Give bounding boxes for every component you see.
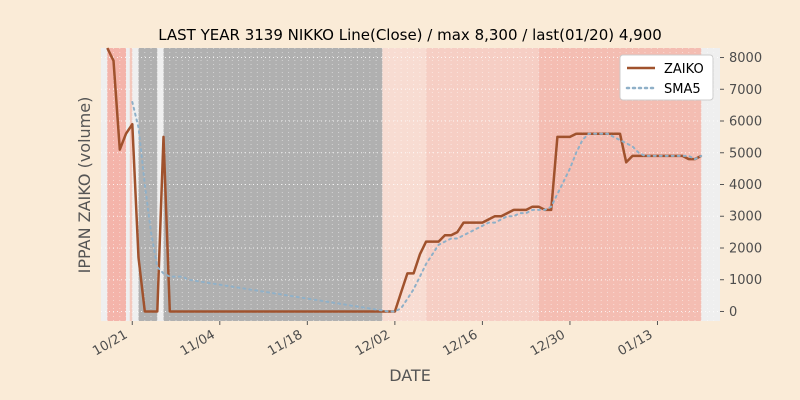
grid-lines	[101, 48, 720, 321]
y-tick-label-1: 1000	[729, 273, 762, 288]
y-tick-label-5: 5000	[729, 146, 762, 161]
legend: ZAIKO SMA5	[619, 54, 714, 101]
legend-label-zaiko: ZAIKO	[664, 62, 704, 77]
y-tick-label-2: 2000	[729, 241, 762, 256]
shaded-band-5	[426, 48, 539, 321]
legend-label-sma5: SMA5	[664, 82, 701, 97]
series-line-zaiko	[106, 47, 702, 313]
legend-box	[619, 54, 714, 101]
y-tick-label-8: 8000	[729, 51, 762, 66]
y-tick-label-3: 3000	[729, 210, 762, 225]
chart-title: LAST YEAR 3139 NIKKO Line(Close) / max 8…	[158, 26, 662, 44]
y-tick-label-7: 7000	[729, 83, 762, 98]
y-tick-label-0: 0	[729, 305, 737, 320]
series-layer	[106, 47, 703, 313]
shaded-band-2	[138, 48, 158, 321]
shaded-band-1	[129, 48, 133, 321]
y-tick-label-6: 6000	[729, 115, 762, 130]
x-axis-label: DATE	[389, 366, 431, 385]
y-tick-label-4: 4000	[729, 178, 762, 193]
y-axis-label: IPPAN ZAIKO (volume)	[75, 97, 94, 274]
shaded-band-0	[107, 48, 127, 321]
series-line-sma5	[131, 101, 703, 313]
